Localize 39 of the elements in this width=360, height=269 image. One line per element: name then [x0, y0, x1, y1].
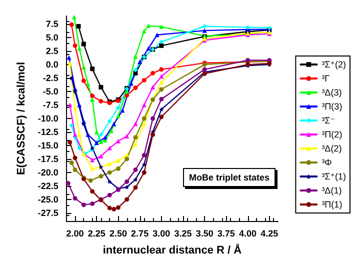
y-tick-label: -22.5: [38, 180, 58, 191]
x-tick-label: 2.25: [88, 228, 106, 238]
legend-label: ³Δ(2): [322, 144, 342, 154]
y-tick-label: 2.5: [46, 46, 58, 56]
legend-label: ³Φ: [322, 158, 332, 168]
legend-label: ³Δ(1): [322, 186, 342, 196]
x-tick-label: 2.00: [66, 228, 84, 238]
y-tick-label: -12.5: [38, 126, 58, 137]
y-tick-label: -17.5: [38, 154, 58, 164]
y-tick-label: -20.0: [38, 167, 58, 178]
x-tick-label: 3.75: [217, 228, 235, 238]
y-tick-label: -15.0: [38, 140, 58, 150]
legend-label: ³Π(3): [322, 102, 342, 112]
legend-label: ³Δ(3): [322, 88, 342, 98]
x-tick-label: 4.25: [260, 228, 278, 238]
x-tick-label: 3.50: [196, 228, 214, 238]
y-tick-label: -25.0: [38, 194, 58, 204]
x-tick-label: 3.00: [152, 228, 170, 238]
x-tick-label: 3.25: [174, 228, 192, 238]
y-tick-label: 7.5: [46, 19, 58, 30]
annotation: MoBe triplet states: [189, 172, 270, 182]
x-tick-label: 2.75: [131, 228, 149, 238]
legend-label: ³Γ: [322, 74, 330, 84]
legend-label: ³Π(1): [322, 200, 342, 210]
y-tick-label: -5.0: [42, 86, 58, 97]
legend-label: ³Σ⁺(1): [322, 172, 346, 182]
y-tick-label: 5.0: [46, 32, 58, 43]
y-axis-title: E(CASSCF) / kcal/mol: [16, 62, 28, 176]
legend-label: ³Π(2): [322, 130, 342, 140]
y-tick-label: -27.5: [38, 208, 58, 218]
x-tick-label: 2.50: [109, 228, 127, 238]
y-tick-label: -10.0: [38, 114, 58, 124]
x-axis-title: internuclear distance R / Å: [102, 244, 242, 256]
y-tick-label: -7.5: [42, 100, 58, 110]
y-tick-label: 0.0: [46, 60, 58, 70]
legend-label: ³Σ⁻: [322, 116, 336, 126]
legend-label: ³Σ⁺(2): [322, 60, 346, 70]
x-tick-label: 4.00: [239, 228, 257, 238]
y-tick-label: -2.5: [42, 73, 58, 84]
